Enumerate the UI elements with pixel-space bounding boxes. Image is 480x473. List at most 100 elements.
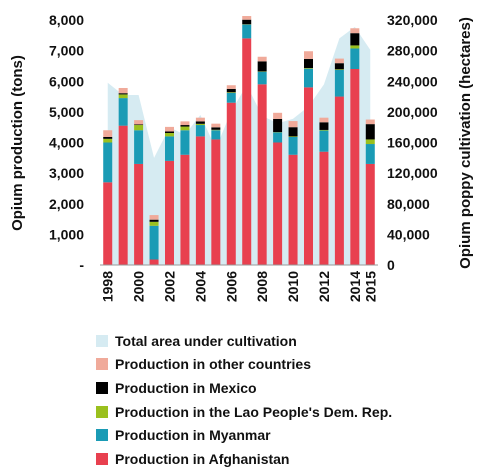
axes-layer: - 1,000 2,000 3,000 4,000 5,000 6,000 7,000 8,00…: [49, 12, 438, 302]
bar-2015-series-2: [365, 139, 375, 145]
left-tick-label: 3,000: [49, 165, 84, 181]
bars-layer: [103, 16, 375, 265]
left-tick-label: 8,000: [49, 12, 84, 28]
legend-item: Production in other countries: [96, 353, 476, 377]
bar-2005-series-4: [211, 123, 221, 128]
right-tick-label: 0: [387, 257, 395, 273]
opium-chart: - 1,000 2,000 3,000 4,000 5,000 6,000 7,000 8,00…: [9, 12, 474, 302]
bar-2013-series-2: [334, 69, 344, 70]
bar-1999-series-0: [118, 125, 128, 265]
bar-2009-series-3: [273, 118, 283, 133]
legend: Total area under cultivation Production i…: [96, 329, 476, 471]
bar-2012-series-3: [319, 122, 329, 130]
right-tick-label: 320,000: [387, 12, 438, 28]
bar-2002-series-0: [165, 160, 174, 265]
cultivation-area: [107, 26, 371, 265]
area-layer: [107, 26, 371, 265]
legend-label: Production in Myanmar: [115, 427, 271, 444]
right-tick-label: 200,000: [387, 104, 438, 120]
bar-2010-series-3: [288, 127, 298, 137]
x-tick-label: 2006: [223, 271, 239, 302]
bar-2012-series-0: [319, 151, 329, 265]
left-axis-title: Opium production (tons): [9, 55, 26, 231]
legend-label: Production in Mexico: [115, 379, 257, 396]
legend-item: Total area under cultivation: [96, 329, 476, 353]
x-tick-label: 2000: [131, 271, 147, 302]
bar-1999-series-3: [118, 93, 128, 95]
right-tick-label: 240,000: [387, 73, 438, 89]
bar-2001-series-3: [149, 219, 159, 222]
bar-2014-series-4: [350, 28, 360, 34]
bar-2011-series-2: [304, 68, 313, 69]
left-tick-label: 5,000: [49, 104, 84, 120]
left-tick-label: 4,000: [49, 135, 84, 151]
bar-2015-series-1: [365, 144, 375, 164]
legend-item: Production in Afghanistan: [96, 447, 476, 471]
bar-2001-series-1: [149, 225, 159, 260]
bar-2007-series-4: [242, 16, 252, 20]
bar-1999-series-4: [118, 87, 128, 94]
legend-swatch: [96, 452, 108, 465]
left-tick-label: 6,000: [49, 73, 84, 89]
right-tick-label: 160,000: [387, 135, 438, 151]
bar-2009-series-0: [273, 142, 283, 265]
left-tick-label: 2,000: [49, 196, 84, 212]
bar-2013-series-3: [334, 63, 344, 70]
bar-2001-series-4: [149, 215, 159, 220]
bar-2015-series-3: [365, 124, 375, 140]
legend-label: Production in Afghanistan: [115, 450, 290, 467]
bar-2004-series-3: [195, 121, 205, 124]
bar-2012-series-1: [319, 130, 329, 152]
bar-2010-series-2: [288, 136, 298, 137]
bar-2004-series-1: [195, 125, 205, 137]
right-axis-title: Opium poppy cultivation (hectares): [457, 17, 474, 269]
bar-2003-series-3: [180, 125, 190, 127]
bar-2009-series-1: [273, 132, 283, 143]
bar-2007-series-0: [242, 38, 252, 265]
bar-2000-series-1: [134, 130, 144, 164]
bar-2003-series-1: [180, 130, 190, 155]
bar-2003-series-4: [180, 121, 190, 126]
bar-2008-series-3: [257, 61, 267, 72]
bar-2011-series-4: [304, 51, 313, 59]
x-tick-label: 2010: [285, 271, 301, 302]
bar-2002-series-3: [165, 131, 174, 134]
bar-2006-series-4: [226, 85, 236, 89]
legend-label: Total area under cultivation: [115, 332, 297, 349]
bar-2004-series-4: [195, 117, 205, 122]
bar-1998-series-1: [103, 142, 113, 183]
left-tick-label: 7,000: [49, 43, 84, 59]
right-tick-label: 280,000: [387, 43, 438, 59]
bar-2008-series-0: [257, 84, 267, 265]
bar-2009-series-4: [273, 112, 283, 119]
right-tick-label: 40,000: [387, 226, 430, 242]
legend-swatch: [96, 429, 108, 442]
legend-label: Production in other countries: [115, 356, 312, 373]
bar-2006-series-3: [226, 88, 236, 93]
bar-2013-series-0: [334, 96, 344, 265]
bar-2003-series-2: [180, 126, 190, 131]
bar-2012-series-4: [319, 117, 329, 123]
bar-2007-series-1: [242, 24, 252, 39]
bar-2013-series-4: [334, 58, 344, 64]
bar-2000-series-0: [134, 163, 144, 265]
x-tick-label: 2004: [192, 271, 208, 302]
bar-2008-series-1: [257, 71, 267, 85]
bar-2011-series-3: [304, 58, 313, 69]
bar-2014-series-0: [350, 69, 360, 265]
right-tick-label: 80,000: [387, 196, 430, 212]
bar-2015-series-0: [365, 163, 375, 265]
bar-2011-series-0: [304, 87, 313, 265]
bar-2015-series-4: [365, 119, 375, 125]
bar-2007-series-3: [242, 19, 252, 25]
bar-2012-series-2: [319, 129, 329, 131]
bar-2000-series-2: [134, 125, 144, 131]
x-tick-label: 2014: [347, 271, 363, 302]
bar-2003-series-0: [180, 154, 190, 265]
bar-2001-series-2: [149, 221, 159, 226]
bar-1998-series-4: [103, 130, 113, 137]
bar-2014-series-2: [350, 45, 360, 49]
bar-2010-series-4: [288, 121, 298, 128]
bar-2004-series-0: [195, 136, 205, 265]
bar-2005-series-0: [211, 139, 221, 265]
